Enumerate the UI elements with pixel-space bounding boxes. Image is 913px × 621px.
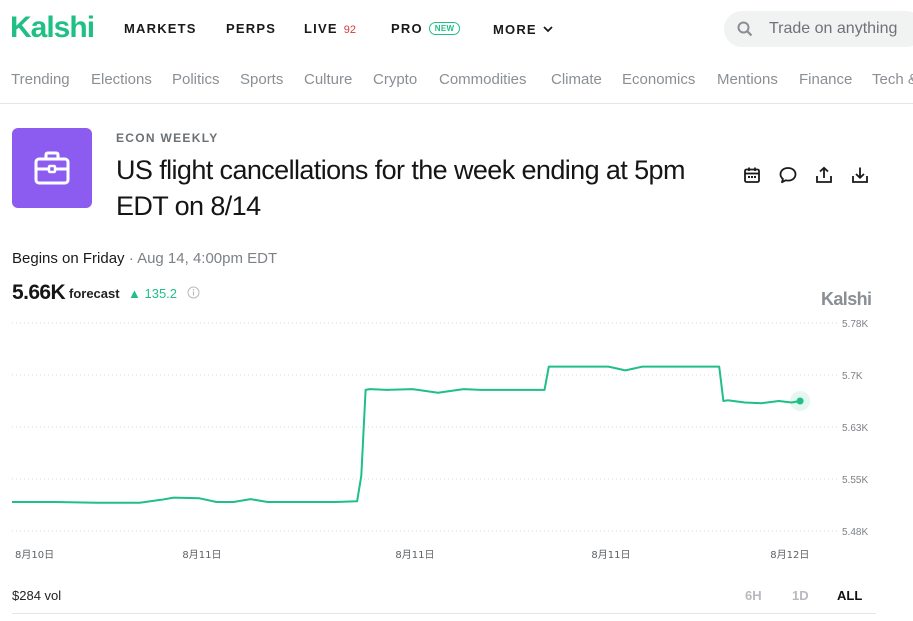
range-6h-button[interactable]: 6H (745, 588, 762, 603)
y-tick-label: 5.55K (842, 475, 868, 486)
comment-icon (779, 167, 797, 184)
live-count-badge: 92 (343, 24, 356, 36)
download-icon (852, 167, 868, 183)
y-tick-label: 5.7K (842, 371, 863, 382)
y-tick-label: 5.63K (842, 423, 868, 434)
x-tick-label: 8月11日 (182, 549, 221, 561)
search-input[interactable]: Trade on anything (769, 20, 898, 37)
new-badge: NEW (428, 22, 461, 35)
y-tick-label: 5.78K (842, 319, 868, 330)
category-tab-tech[interactable]: Tech & (872, 71, 913, 88)
share-button[interactable] (815, 166, 833, 189)
begins-date: · Aug 14, 4:00pm EDT (128, 250, 278, 267)
market-schedule: Begins on Friday · Aug 14, 4:00pm EDT (12, 250, 277, 267)
begins-label: Begins on Friday (12, 250, 125, 267)
nav-live-label: LIVE (304, 21, 338, 36)
category-tab-culture[interactable]: Culture (304, 71, 353, 88)
comment-button[interactable] (779, 166, 797, 189)
forecast-chart[interactable]: 5.78K 5.7K 5.63K 5.55K 5.48K 8月10日 8月11日 8月11日 8… (0, 310, 913, 570)
nav-live[interactable]: LIVE 92 (304, 21, 356, 36)
category-tab-politics[interactable]: Politics (172, 71, 220, 88)
forecast-value: 5.66K (12, 281, 66, 304)
chevron-down-icon (543, 21, 553, 36)
forecast-series-line (12, 365, 801, 504)
nav-perps[interactable]: PERPS (226, 21, 277, 36)
series-label[interactable]: ECON WEEKLY (116, 131, 219, 145)
range-all-button[interactable]: ALL (837, 588, 863, 603)
category-nav: Trending Elections Politics Sports Culture Cr… (0, 70, 913, 104)
nav-more[interactable]: MORE (493, 21, 553, 37)
x-tick-label: 8月11日 (591, 549, 630, 561)
market-title: US flight cancellations for the week end… (116, 155, 685, 221)
category-tab-trending[interactable]: Trending (11, 71, 70, 88)
top-nav: Kalshi MARKETS PERPS LIVE 92 PRO NEW MORE … (0, 0, 913, 58)
category-tab-climate[interactable]: Climate (551, 71, 602, 88)
briefcase-icon (34, 151, 70, 185)
calendar-button[interactable] (743, 166, 761, 189)
category-tab-commodities[interactable]: Commodities (439, 71, 527, 88)
category-tab-mentions[interactable]: Mentions (717, 71, 778, 88)
x-tick-label: 8月11日 (395, 549, 434, 561)
kalshi-watermark: Kalshi (821, 289, 872, 309)
download-button[interactable] (851, 166, 869, 189)
info-icon[interactable] (187, 286, 200, 304)
divider (12, 613, 876, 614)
market-image (12, 128, 92, 208)
category-tab-economics[interactable]: Economics (622, 71, 696, 88)
range-1d-button[interactable]: 1D (792, 588, 809, 603)
nav-more-label: MORE (493, 22, 537, 37)
forecast-change: ▲ 135.2 (128, 286, 178, 301)
current-point (796, 397, 804, 405)
calendar-icon (744, 167, 760, 183)
volume-label: $284 vol (12, 588, 62, 603)
nav-pro-label: PRO (391, 21, 423, 36)
category-tab-elections[interactable]: Elections (91, 71, 152, 88)
search-icon (737, 21, 753, 42)
category-tab-sports[interactable]: Sports (240, 71, 284, 88)
y-tick-label: 5.48K (842, 527, 868, 538)
search-box[interactable]: Trade on anything (724, 11, 913, 47)
kalshi-logo[interactable]: Kalshi (10, 11, 95, 44)
x-tick-label: 8月10日 (15, 549, 54, 561)
forecast-label: forecast (69, 286, 120, 301)
x-tick-label: 8月12日 (770, 549, 809, 561)
category-tab-crypto[interactable]: Crypto (373, 71, 418, 88)
share-icon (816, 166, 832, 183)
nav-pro[interactable]: PRO NEW (391, 21, 461, 36)
nav-markets[interactable]: MARKETS (124, 21, 197, 36)
category-tab-finance[interactable]: Finance (799, 71, 853, 88)
